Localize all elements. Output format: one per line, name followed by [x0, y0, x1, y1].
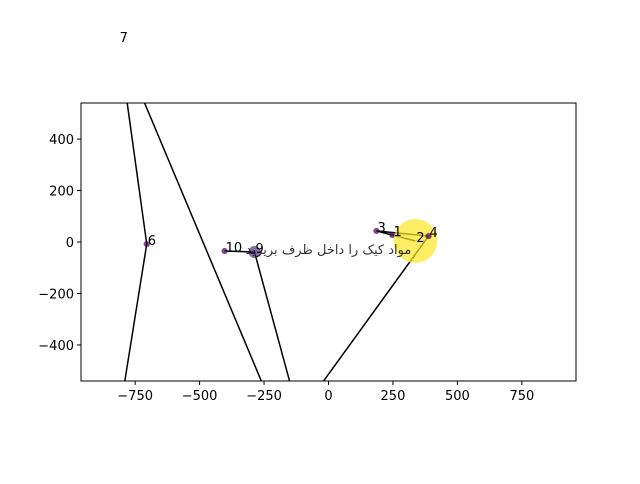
point [425, 232, 432, 240]
point [373, 227, 380, 235]
annotation: مواد کیک را داخل ظرف بریزید [246, 243, 412, 258]
point [143, 240, 150, 248]
x-tick-label: 750 [509, 389, 534, 404]
point-label: 4 [430, 226, 438, 241]
x-tick-label: 0 [324, 389, 332, 404]
point [221, 247, 228, 255]
plot-area [124, 103, 438, 381]
y-tick-label: 400 [49, 133, 74, 148]
point [248, 246, 261, 259]
point-label: 1 [393, 225, 401, 240]
point-label: 10 [226, 241, 243, 256]
point-label: 9 [256, 242, 264, 257]
x-tick-label: −250 [246, 389, 282, 404]
y-tick-label: −200 [38, 287, 74, 302]
axes-frame [80, 102, 577, 382]
point-label: 3 [377, 221, 385, 236]
x-tick-label: 500 [445, 389, 470, 404]
x-tick-label: −500 [182, 389, 218, 404]
overlay: −750 −500 −250 0 250 500 750 −400 −200 0 200 400 1 2 3… [38, 31, 534, 404]
y-tick-label: 200 [49, 185, 74, 200]
point-label: 6 [148, 234, 156, 249]
x-tick-label: 250 [381, 389, 406, 404]
point-label: 2 [416, 231, 424, 246]
y-tick-label: 0 [66, 236, 74, 251]
y-tick-label: −400 [38, 339, 74, 354]
point-label: 7 [120, 31, 128, 46]
point [393, 219, 438, 263]
x-tick-label: −750 [117, 389, 153, 404]
